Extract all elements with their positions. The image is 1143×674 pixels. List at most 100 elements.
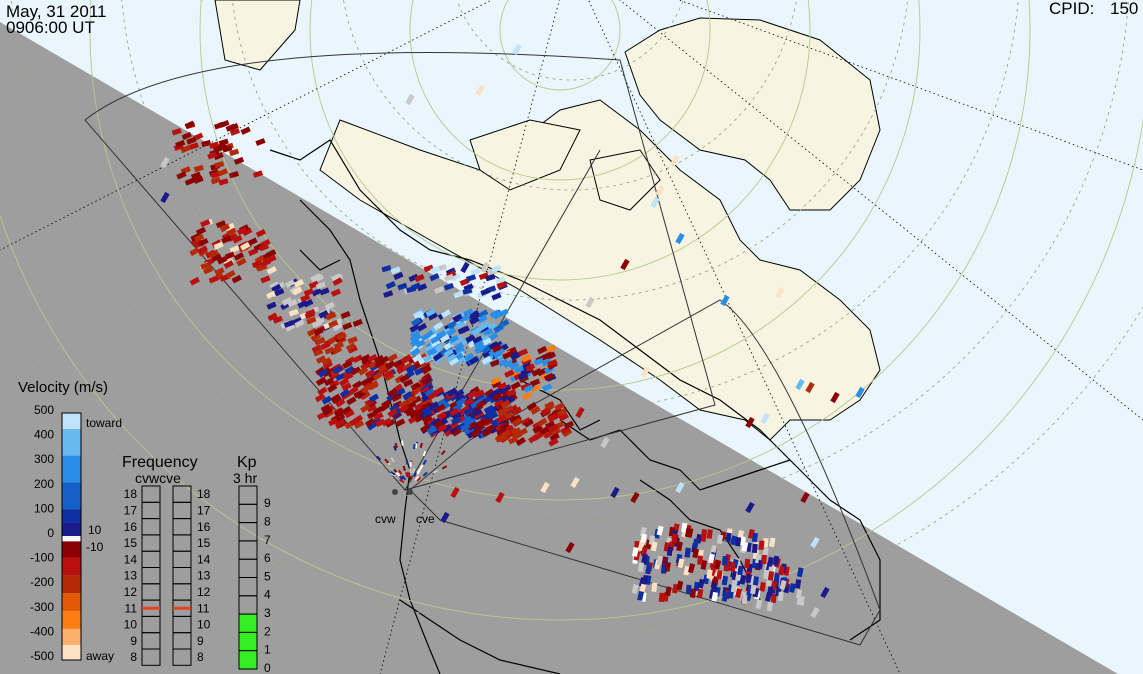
velocity-cell — [563, 420, 575, 430]
velocity-cell — [188, 142, 199, 150]
velocity-cell — [331, 346, 343, 355]
velocity-cell — [428, 401, 439, 411]
velocity-cell — [308, 280, 319, 289]
velocity-cell — [525, 363, 536, 372]
velocity-cell — [549, 432, 560, 442]
velocity-cell — [332, 273, 344, 282]
velocity-toward-label: toward — [86, 416, 122, 430]
velocity-cell — [402, 391, 413, 401]
velocity-cell — [752, 576, 760, 586]
frequency-tick-left: 8 — [130, 650, 137, 664]
velocity-color-segment — [62, 593, 81, 611]
velocity-cell — [481, 356, 492, 365]
velocity-cell — [333, 341, 344, 350]
velocity-cell — [323, 377, 335, 387]
velocity-cell — [242, 227, 253, 237]
velocity-cell — [402, 362, 414, 372]
velocity-cell — [419, 442, 423, 449]
velocity-cell — [405, 459, 409, 465]
velocity-cell — [184, 177, 195, 186]
velocity-cell — [462, 287, 473, 295]
kp-title: Kp — [237, 454, 257, 471]
velocity-cell — [454, 388, 465, 399]
velocity-color-segment — [62, 455, 81, 483]
velocity-cell — [744, 558, 751, 569]
velocity-cell — [387, 408, 398, 418]
velocity-cell — [233, 156, 245, 165]
velocity-cell — [676, 580, 684, 591]
velocity-cell — [454, 355, 465, 365]
velocity-cell — [641, 574, 649, 585]
kp-tick-label: 6 — [264, 551, 271, 565]
velocity-cell — [340, 310, 351, 319]
velocity-cell — [503, 359, 514, 369]
velocity-cell — [324, 346, 335, 355]
velocity-cell — [630, 491, 640, 504]
velocity-cell — [208, 275, 219, 284]
velocity-cell — [537, 417, 548, 427]
velocity-colorbar-outline — [61, 412, 82, 661]
velocity-cell — [346, 396, 357, 406]
velocity-cell — [424, 388, 435, 397]
velocity-cell — [684, 527, 692, 538]
velocity-cell — [321, 357, 332, 366]
velocity-cell — [332, 365, 343, 375]
velocity-cell — [252, 170, 263, 178]
velocity-cell — [855, 386, 865, 399]
velocity-cell — [344, 365, 355, 375]
velocity-cell — [711, 582, 717, 593]
velocity-cell — [795, 378, 805, 391]
frequency-tick-left: 15 — [124, 536, 138, 550]
velocity-colorbar — [61, 412, 82, 661]
velocity-cell — [408, 409, 420, 419]
velocity-cell — [253, 242, 264, 252]
velocity-cell — [260, 275, 271, 284]
velocity-cell — [324, 301, 336, 311]
velocity-cell — [398, 399, 410, 409]
velocity-cell — [498, 358, 509, 367]
velocity-cell — [773, 572, 780, 583]
velocity-cell — [193, 233, 205, 243]
velocity-cell — [420, 332, 431, 342]
frequency-title: Frequency — [122, 454, 198, 471]
velocity-cell — [491, 344, 503, 353]
velocity-cell — [729, 561, 736, 572]
velocity-cell — [521, 362, 532, 371]
velocity-cell — [416, 476, 422, 482]
velocity-cell — [465, 409, 477, 418]
velocity-cell — [543, 372, 555, 382]
frequency-tick-right: 12 — [197, 585, 211, 599]
night-side — [0, 22, 1118, 674]
velocity-cell — [489, 359, 501, 368]
velocity-cell — [232, 234, 243, 244]
velocity-away-label: away — [86, 649, 114, 663]
velocity-cell — [452, 313, 463, 323]
velocity-cell — [493, 349, 504, 359]
velocity-cell — [676, 541, 683, 552]
velocity-cell — [451, 410, 462, 420]
velocity-cell — [522, 391, 533, 401]
velocity-cell — [517, 371, 529, 381]
velocity-title: Velocity (m/s) — [18, 379, 108, 396]
frequency-tick-right: 13 — [197, 569, 211, 583]
velocity-cell — [565, 541, 575, 554]
velocity-cell — [465, 274, 477, 282]
velocity-color-segment — [62, 610, 81, 629]
velocity-cell — [414, 402, 425, 412]
velocity-cell — [443, 348, 454, 358]
velocity-cell — [547, 413, 558, 422]
velocity-cell — [475, 343, 486, 353]
velocity-cell — [631, 547, 639, 557]
velocity-cell — [373, 412, 384, 421]
velocity-cell — [311, 288, 322, 297]
velocity-cell — [540, 407, 552, 416]
velocity-cell — [233, 252, 245, 261]
velocity-cell — [410, 282, 422, 291]
kp-scale: Kp 3 hr 9 8 7 6 5 4 3 2 1 0 — [233, 454, 271, 674]
velocity-cell — [475, 418, 486, 428]
velocity-cell — [240, 126, 251, 135]
velocity-cell — [409, 468, 412, 474]
velocity-cell — [554, 402, 565, 411]
velocity-cell — [385, 281, 396, 290]
